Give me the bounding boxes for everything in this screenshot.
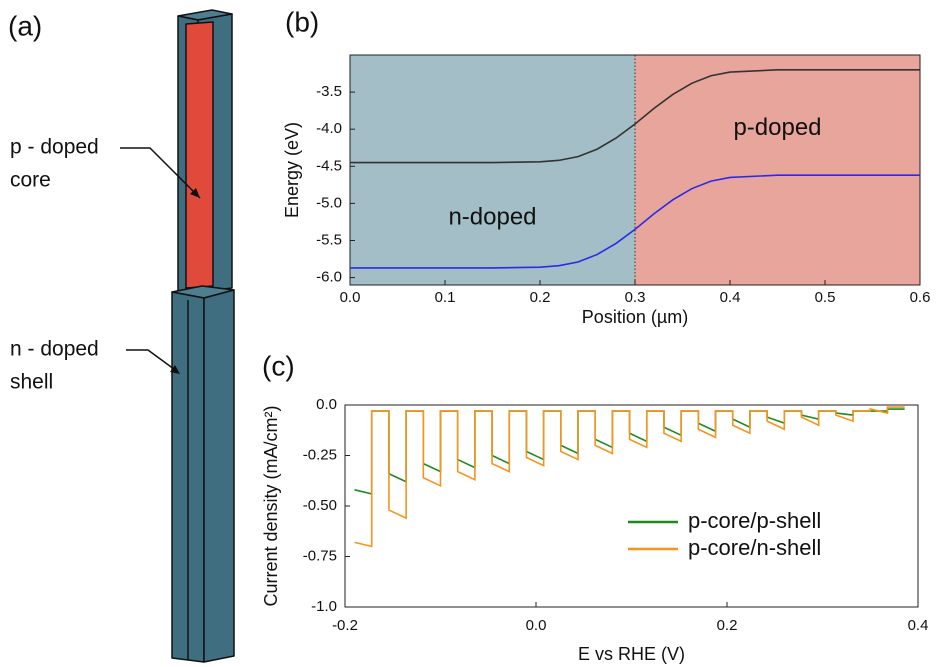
series-line <box>350 174 920 269</box>
x-tick-label: 0.2 <box>717 617 738 634</box>
x-tick-label: 0.2 <box>530 289 551 306</box>
y-tick-label: -3.5 <box>316 83 342 100</box>
panel-label: (b) <box>285 6 319 37</box>
y-tick-label: -4.0 <box>316 120 342 137</box>
x-tick-label: 0.0 <box>340 289 361 306</box>
y-tick-label: -0.25 <box>303 446 337 463</box>
x-tick-label: 0.6 <box>910 289 931 306</box>
y-tick-label: -6.0 <box>316 269 342 286</box>
legend-label: p-core/p-shell <box>688 508 821 533</box>
y-tick-label: -0.75 <box>303 547 337 564</box>
x-axis-title: Position (µm) <box>582 307 688 327</box>
region <box>635 55 920 285</box>
core <box>185 21 214 289</box>
pointer <box>120 147 201 199</box>
y-tick-label: -5.0 <box>316 194 342 211</box>
series-line <box>354 406 905 548</box>
series-line <box>350 69 920 164</box>
x-tick-label: 0.3 <box>625 289 646 306</box>
shell-side <box>203 289 235 663</box>
x-tick-label: 0.5 <box>815 289 836 306</box>
x-tick-label: -0.2 <box>332 617 358 634</box>
x-tick-label: 0.4 <box>908 617 929 634</box>
x-tick-label: 0.4 <box>720 289 741 306</box>
region-label: n-doped <box>448 204 536 231</box>
arrowhead <box>190 188 200 198</box>
arrowhead <box>170 365 180 374</box>
y-tick-label: -4.5 <box>316 157 342 174</box>
nanowire <box>171 9 235 663</box>
panel-label: (a) <box>8 10 42 41</box>
region <box>350 55 635 285</box>
y-tick-label: -1.0 <box>311 598 337 615</box>
label: core <box>10 169 51 192</box>
panel-label: (c) <box>262 350 295 381</box>
x-tick-label: 0.0 <box>526 617 547 634</box>
region-label: p-doped <box>733 114 821 141</box>
x-tick-label: 0.1 <box>435 289 456 306</box>
y-tick-label: 0.0 <box>316 396 337 413</box>
plot-frame <box>344 404 919 608</box>
x-axis-title: E vs RHE (V) <box>578 644 685 664</box>
y-axis-title: Energy (eV) <box>282 122 302 218</box>
y-tick-label: -0.50 <box>303 497 337 514</box>
legend-label: p-core/n-shell <box>688 535 821 560</box>
pointer <box>126 349 179 373</box>
y-axis-title: Current density (mA/cm²) <box>261 405 281 606</box>
y-tick-label: -5.5 <box>316 231 342 248</box>
label: shell <box>10 371 53 394</box>
label: p - doped <box>10 136 99 159</box>
label: n - doped <box>10 338 99 361</box>
